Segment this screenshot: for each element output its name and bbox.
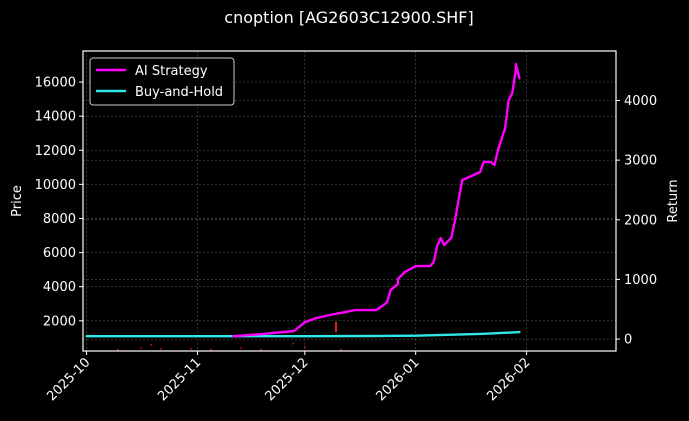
legend-label-buy-and-hold: Buy-and-Hold (135, 85, 223, 100)
chart-title: cnoption [AG2603C12900.SHF] (224, 8, 473, 27)
y-tick-label: 12000 (35, 144, 76, 159)
y-tick-label: 14000 (35, 110, 76, 125)
y-axis-right: 0 1000 2000 3000 4000 (616, 94, 657, 348)
y-tick-label: 4000 (43, 280, 76, 295)
y-tick-label: 8000 (43, 212, 76, 227)
y2-tick-label: 0 (624, 333, 632, 348)
y2-tick-label: 2000 (624, 213, 657, 228)
y-tick-label: 2000 (43, 314, 76, 329)
y-tick-label: 10000 (35, 178, 76, 193)
y-tick-label: 6000 (43, 246, 76, 261)
legend: AI Strategy Buy-and-Hold (89, 57, 235, 106)
plot-frame (82, 50, 617, 352)
series-lines (85, 62, 521, 338)
y-axis-left: 2000 4000 6000 8000 10000 12000 14000 16000 (35, 76, 83, 329)
series-line (85, 330, 521, 338)
y-axis-label-right: Return (666, 179, 681, 222)
y-axis-label-left: Price (10, 185, 25, 217)
y2-tick-label: 4000 (624, 94, 657, 109)
y2-tick-label: 1000 (624, 273, 657, 288)
series-line (231, 62, 521, 338)
y2-tick-label: 3000 (624, 154, 657, 169)
y-tick-label: 16000 (35, 76, 76, 91)
trade-markers (117, 322, 342, 351)
legend-label-ai-strategy: AI Strategy (135, 64, 208, 79)
